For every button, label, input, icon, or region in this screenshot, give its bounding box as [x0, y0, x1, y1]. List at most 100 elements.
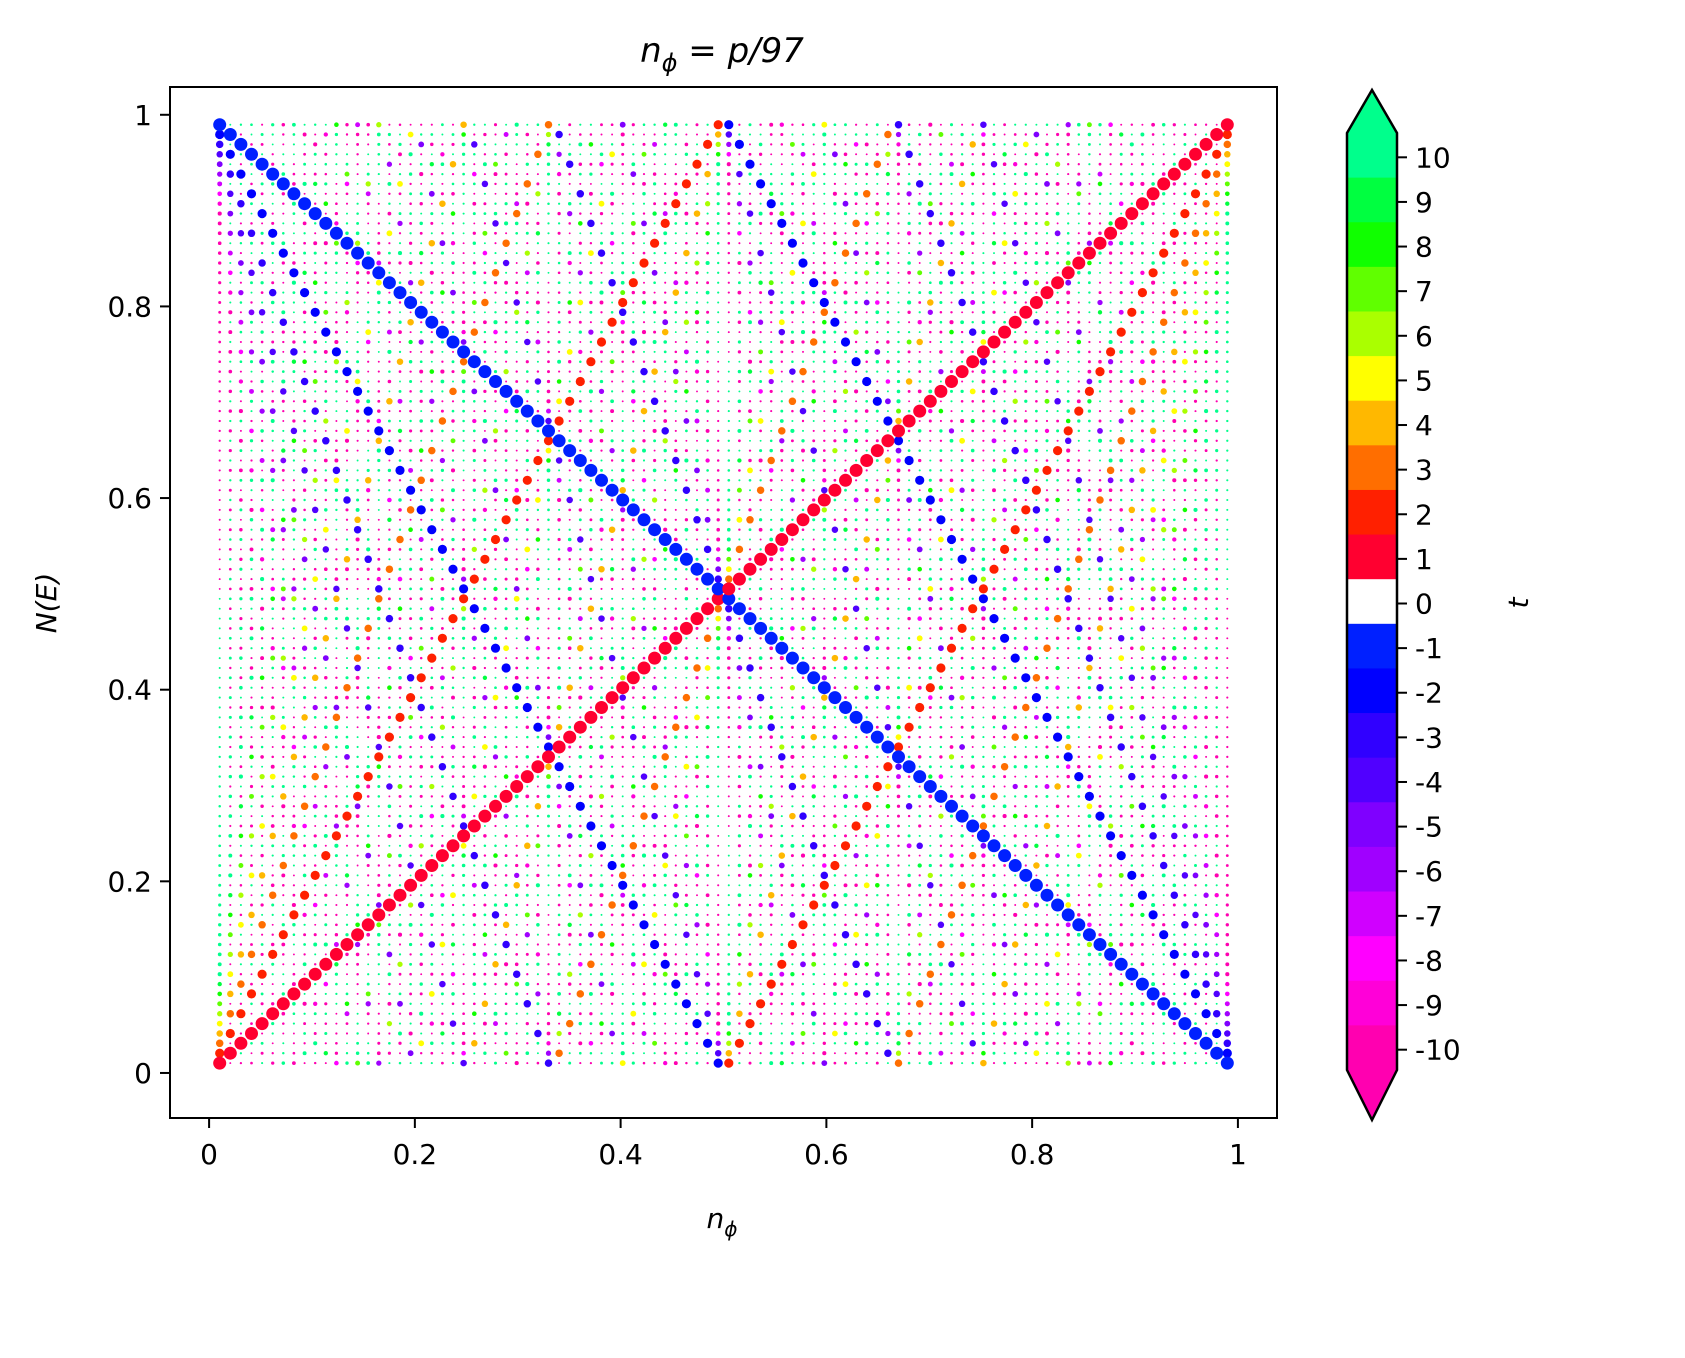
data-point: [727, 261, 730, 265]
data-point: [801, 321, 805, 324]
data-point: [695, 735, 699, 739]
data-point: [876, 617, 879, 620]
data-point: [961, 192, 964, 195]
data-point: [398, 172, 402, 176]
data-point: [526, 311, 529, 314]
data-point: [770, 666, 773, 670]
data-point: [664, 380, 667, 383]
data-point: [727, 923, 730, 926]
data-point: [1056, 341, 1059, 343]
data-point: [1204, 972, 1208, 976]
data-point: [568, 242, 571, 245]
data-point: [579, 1051, 582, 1055]
data-point: [801, 874, 805, 877]
data-point: [441, 538, 444, 541]
data-point: [886, 390, 889, 393]
data-point: [515, 231, 519, 235]
data-point: [1014, 153, 1017, 156]
data-point: [971, 1002, 975, 1006]
data-point: [823, 1002, 826, 1005]
data-point: [1056, 1041, 1059, 1045]
data-point: [939, 380, 942, 383]
data-point: [982, 242, 985, 245]
data-point: [345, 202, 349, 205]
data-point: [1151, 568, 1155, 571]
data-point: [854, 597, 858, 600]
data-point: [388, 1041, 391, 1045]
data-point: [759, 854, 762, 857]
data-point: [738, 686, 741, 689]
data-point: [1120, 716, 1123, 719]
data-point: [494, 627, 497, 630]
data-point: [748, 637, 752, 640]
data-point: [526, 973, 529, 976]
data-point: [515, 726, 518, 729]
data-point: [833, 963, 836, 966]
data-point: [1215, 765, 1218, 768]
data-point: [759, 133, 762, 136]
data-point: [632, 824, 635, 828]
data-point: [473, 775, 476, 778]
data-point: [1183, 449, 1187, 452]
data-point: [494, 982, 497, 986]
data-point: [579, 469, 582, 472]
data-point: [536, 706, 539, 709]
data-point: [844, 1002, 847, 1005]
data-point: [1003, 232, 1006, 235]
data-point: [483, 923, 487, 926]
data-point: [1035, 459, 1038, 462]
data-point: [345, 647, 349, 650]
data-point: [547, 330, 550, 334]
data-point: [388, 913, 391, 916]
data-point: [229, 646, 232, 650]
data-point: [366, 755, 370, 759]
data-point: [823, 637, 826, 640]
data-point: [271, 380, 274, 383]
data-point: [653, 380, 656, 383]
data-point: [706, 1061, 709, 1065]
data-point: [589, 380, 593, 383]
data-point: [621, 192, 624, 195]
data-point: [430, 459, 433, 462]
data-point: [261, 173, 264, 176]
data-point: [1035, 874, 1038, 877]
data-point: [1130, 765, 1134, 768]
data-point: [1141, 992, 1144, 995]
data-point: [812, 528, 815, 531]
data-point: [706, 1022, 709, 1025]
data-point: [717, 775, 720, 778]
data-point: [367, 153, 370, 156]
data-point: [1014, 1002, 1017, 1005]
data-point: [1088, 173, 1091, 176]
data-point: [1098, 518, 1102, 521]
data-point: [473, 785, 476, 788]
data-point: [1003, 390, 1006, 393]
data-point: [908, 667, 911, 669]
data-point: [324, 666, 327, 670]
data-point: [865, 607, 868, 610]
data-point: [950, 1032, 953, 1035]
data-point: [366, 538, 370, 541]
data-point: [367, 587, 370, 590]
data-point: [557, 913, 561, 917]
data-point: [1152, 321, 1155, 324]
data-point: [1130, 716, 1134, 719]
data-point: [1035, 953, 1038, 956]
data-point: [971, 350, 974, 354]
data-point: [674, 340, 677, 344]
data-point: [558, 429, 561, 432]
data-point: [303, 706, 306, 709]
data-point: [303, 815, 306, 818]
data-point: [1130, 894, 1133, 897]
data-point: [653, 488, 656, 492]
data-point: [695, 380, 699, 383]
data-point: [1013, 923, 1017, 927]
data-point: [908, 933, 911, 936]
data-point: [515, 163, 518, 166]
data-point: [1162, 706, 1165, 709]
data-point: [759, 232, 762, 235]
data-point: [770, 242, 773, 245]
data-point: [1088, 884, 1091, 887]
data-point: [420, 834, 423, 837]
data-point: [526, 242, 529, 245]
